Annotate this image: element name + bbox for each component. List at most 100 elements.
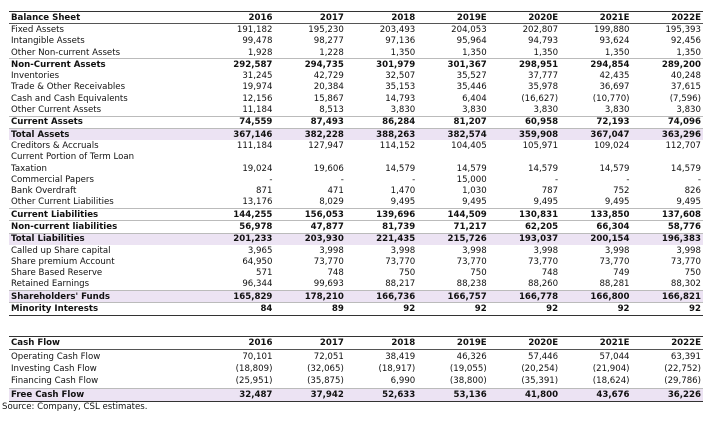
cell-value: 20,384 [313, 82, 344, 93]
cell-value: 195,393 [665, 24, 701, 35]
table-row: Total Assets 367,146 382,228 388,263 382,574… [9, 127, 703, 141]
cell-value: - [269, 174, 273, 185]
cell-value: 367,047 [560, 127, 632, 141]
cell-value: 31,245 [242, 71, 273, 82]
cell-value: 74,096 [631, 115, 703, 129]
cell-value: 166,757 [417, 290, 489, 303]
table-row: Other Current Liabilities 13,176 8,029 9,49… [9, 197, 703, 209]
cell-value [346, 152, 417, 163]
cell-value: 9,495 [462, 197, 487, 208]
table-row: Current Liabilities 144,255 156,053 139,696… [9, 208, 703, 221]
table-row: Non-current liabilities 56,978 47,877 81,73… [9, 220, 703, 234]
header-row: Balance Sheet 2016 2017 2018 2019E 2020E 2021E… [9, 11, 703, 25]
table-row: Minority Interests 84 89 92 92 92 92 92 [9, 302, 703, 316]
cell-value: - [412, 174, 416, 185]
row-label: Current Liabilities [9, 208, 203, 221]
cell-value: 14,579 [599, 163, 630, 174]
cell-value: 301,979 [345, 58, 418, 71]
cell-value: (19,055) [449, 363, 487, 374]
cell-value: 94,793 [528, 36, 559, 47]
cell-value: 92 [417, 302, 489, 316]
cell-value: (18,624) [592, 376, 630, 387]
row-label: Free Cash Flow [9, 387, 203, 402]
cell-value: 2017 [274, 11, 346, 25]
table-row: Investing Cash Flow (18,809) (32,065) (18,9… [9, 363, 703, 375]
cell-value: 2021E [560, 336, 632, 351]
table-row: Cash and Cash Equivalents 12,156 15,867 14,… [9, 93, 703, 104]
cell-value: 3,998 [533, 245, 559, 256]
cell-value: 99,693 [313, 279, 344, 290]
cell-value: 47,877 [274, 220, 346, 234]
cell-value: 166,821 [631, 290, 703, 303]
table-row: Operating Cash Flow 70,101 72,051 38,419 46,… [9, 350, 703, 363]
cell-value: 1,228 [319, 47, 344, 58]
cell-value: 133,850 [560, 208, 632, 221]
cell-value [489, 152, 560, 163]
cell-value: - [555, 174, 559, 185]
cell-value: 36,697 [599, 82, 630, 93]
cell-value: (18,917) [378, 363, 416, 374]
cell-value: 109,024 [593, 140, 630, 151]
cell-value: 11,184 [242, 105, 273, 116]
cell-value: 195,230 [308, 24, 344, 35]
cell-value: 1,030 [462, 186, 487, 197]
cell-value: 73,770 [528, 256, 559, 267]
cell-value: 73,770 [385, 256, 416, 267]
cell-value: 81,739 [345, 220, 418, 234]
cell-value: (16,627) [521, 93, 559, 104]
row-label: Fixed Assets [11, 24, 64, 35]
cell-value: 750 [398, 268, 416, 279]
cell-value: 3,998 [676, 245, 701, 256]
row-label: Creditors & Accruals [11, 140, 99, 151]
cell-value: 748 [327, 268, 344, 279]
cell-value: 1,470 [390, 186, 416, 197]
cell-value: 84 [203, 302, 275, 316]
cell-value: 93,624 [599, 36, 630, 47]
cell-value: 1,350 [604, 47, 630, 58]
balance-sheet-table: Balance Sheet 2016 2017 2018 2019E 2020E 2021E… [9, 11, 703, 316]
cell-value: 3,998 [319, 245, 344, 256]
cell-value: 3,830 [462, 105, 487, 116]
cell-value: 3,830 [533, 105, 559, 116]
cell-value: 787 [541, 186, 559, 197]
cell-value: 71,217 [417, 220, 489, 234]
row-label: Cash and Cash Equivalents [11, 93, 128, 104]
cell-value: 114,152 [379, 140, 416, 151]
row-label: Taxation [11, 163, 47, 174]
row-label: Bank Overdraft [11, 186, 77, 197]
cell-value: 88,281 [599, 279, 630, 290]
cell-value [274, 152, 345, 163]
cell-value: 35,446 [456, 82, 487, 93]
row-label: Balance Sheet [9, 11, 203, 25]
table-row: Shareholders' Funds 165,829 178,210 166,736… [9, 290, 703, 303]
cell-value: 2018 [345, 11, 418, 25]
table-row: Commercial Papers - - - 15,000 - - - [9, 174, 703, 185]
cell-value: 96,344 [242, 279, 273, 290]
cell-value: 3,998 [390, 245, 416, 256]
cell-value: 748 [541, 268, 559, 279]
cell-value: 6,404 [462, 93, 487, 104]
row-label: Investing Cash Flow [11, 363, 97, 374]
cell-value: 14,579 [456, 163, 487, 174]
cell-value: 97,136 [385, 36, 416, 47]
cell-value: 73,770 [670, 256, 701, 267]
cell-value: 88,302 [670, 279, 701, 290]
cell-value: 98,277 [313, 36, 344, 47]
cell-value: 363,296 [631, 127, 703, 141]
cell-value: 15,867 [313, 93, 344, 104]
cell-value: 200,154 [560, 232, 632, 245]
cell-value: 88,260 [528, 279, 559, 290]
cell-value: 2021E [560, 11, 632, 25]
cell-value: 199,880 [593, 24, 630, 35]
row-label: Non-current liabilities [9, 220, 203, 234]
cell-value: - [340, 174, 344, 185]
table-row: Share Based Reserve 571 748 750 750 748 749 750 [9, 268, 703, 279]
cell-value: 104,405 [451, 140, 487, 151]
cell-value: 382,574 [417, 127, 489, 141]
cell-value: 191,182 [236, 24, 273, 35]
cell-value: 19,974 [242, 82, 273, 93]
cell-value: 42,435 [599, 71, 630, 82]
cell-value: - [697, 174, 701, 185]
table-row: Taxation 19,024 19,606 14,579 14,579 14,579 14… [9, 163, 703, 174]
